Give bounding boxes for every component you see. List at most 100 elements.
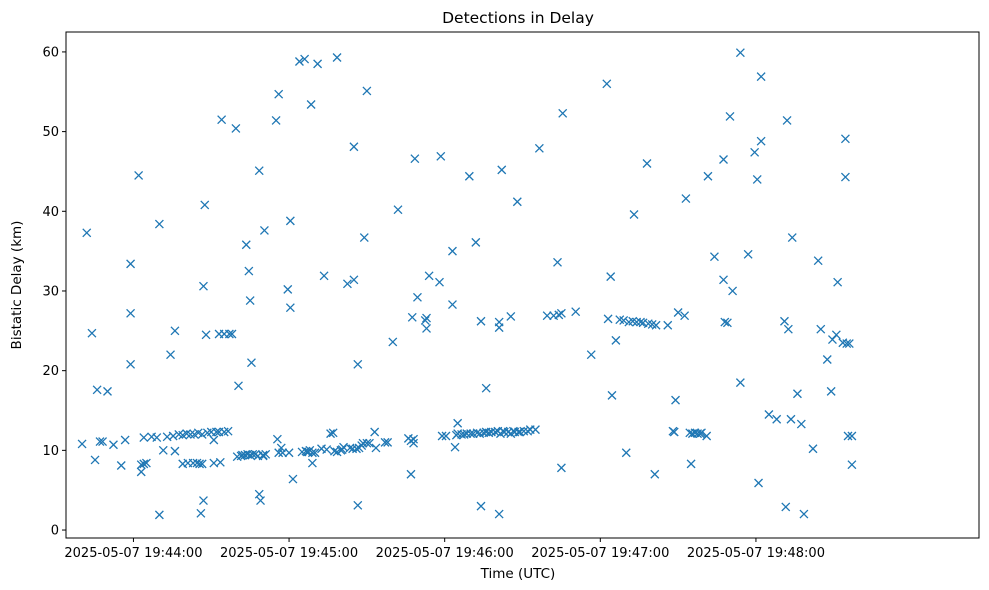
data-point: [553, 257, 562, 267]
data-point: [686, 459, 696, 469]
data-point: [629, 210, 639, 219]
x-axis-label: Time (UTC): [480, 566, 556, 582]
data-point: [450, 442, 460, 452]
data-point: [816, 324, 826, 334]
data-point: [437, 431, 447, 441]
data-point: [337, 445, 347, 455]
data-point: [256, 496, 265, 506]
data-point: [796, 419, 806, 429]
data-point: [362, 438, 372, 448]
data-point: [472, 428, 482, 438]
data-point: [792, 389, 802, 399]
data-point: [650, 469, 660, 479]
data-point: [494, 323, 504, 333]
data-point: [283, 284, 293, 294]
data-point: [332, 53, 342, 62]
data-point: [201, 330, 211, 340]
data-point: [681, 194, 691, 204]
data-point: [783, 324, 793, 334]
data-point: [844, 339, 854, 349]
data-point: [743, 249, 753, 259]
data-point: [313, 59, 323, 69]
y-axis-label: Bistatic Delay (km): [9, 221, 25, 350]
data-point: [441, 431, 451, 441]
data-point: [271, 115, 281, 125]
data-point: [120, 435, 130, 445]
data-point: [224, 329, 234, 339]
data-point: [651, 320, 661, 330]
data-point: [272, 434, 282, 444]
data-point: [306, 100, 316, 109]
data-point: [141, 458, 151, 468]
data-point: [388, 337, 398, 347]
data-point: [349, 142, 359, 152]
data-point: [772, 414, 782, 424]
data-point: [497, 165, 507, 175]
data-point: [642, 159, 652, 168]
data-point: [471, 237, 481, 247]
data-point: [750, 147, 760, 157]
data-point: [490, 427, 500, 437]
data-point: [77, 439, 87, 449]
data-point: [669, 427, 679, 437]
data-point: [285, 216, 295, 226]
data-point: [554, 310, 564, 320]
data-point: [353, 500, 363, 510]
data-point: [752, 174, 762, 184]
data-point: [241, 240, 251, 250]
data-point: [697, 428, 706, 438]
data-point: [349, 275, 359, 285]
data-point: [756, 72, 766, 82]
data-point: [134, 170, 144, 180]
data-point: [673, 308, 683, 317]
data-point: [186, 429, 195, 439]
data-point: [409, 434, 419, 444]
data-point: [109, 440, 118, 450]
data-point: [420, 316, 430, 325]
x-tick-label: 2025-05-07 19:45:00: [220, 546, 358, 561]
data-point: [636, 317, 645, 327]
data-point: [342, 279, 352, 289]
data-point: [702, 431, 712, 441]
data-point: [764, 410, 774, 419]
data-point: [780, 316, 789, 326]
data-point: [258, 450, 268, 460]
data-point: [719, 275, 728, 285]
data-point: [87, 328, 97, 338]
data-point: [393, 205, 403, 215]
data-point: [310, 448, 320, 458]
data-point: [98, 437, 108, 447]
data-point: [448, 246, 457, 256]
data-point: [328, 428, 338, 438]
data-point: [199, 496, 208, 506]
data-point: [603, 314, 613, 324]
y-tick-label: 40: [42, 205, 59, 220]
data-point: [154, 510, 164, 520]
data-point: [728, 286, 738, 296]
data-point: [254, 166, 264, 176]
data-point: [410, 154, 420, 164]
y-tick-label: 60: [42, 45, 59, 60]
data-point: [409, 438, 419, 448]
data-point: [307, 448, 317, 458]
data-point: [200, 200, 210, 210]
data-point: [833, 277, 843, 287]
data-point: [357, 441, 367, 451]
data-point: [735, 378, 745, 388]
data-point: [476, 316, 486, 326]
data-point: [197, 429, 207, 439]
data-point: [307, 458, 317, 468]
data-point: [362, 86, 372, 96]
data-point: [719, 155, 728, 164]
data-point: [126, 359, 136, 369]
data-point: [611, 335, 621, 345]
data-point: [365, 438, 374, 448]
data-point: [531, 425, 540, 435]
data-point: [217, 115, 227, 125]
data-point: [735, 48, 745, 58]
data-point: [326, 429, 336, 439]
data-point: [842, 339, 852, 349]
data-point: [453, 418, 463, 428]
data-point: [725, 112, 735, 121]
data-point: [383, 437, 393, 447]
